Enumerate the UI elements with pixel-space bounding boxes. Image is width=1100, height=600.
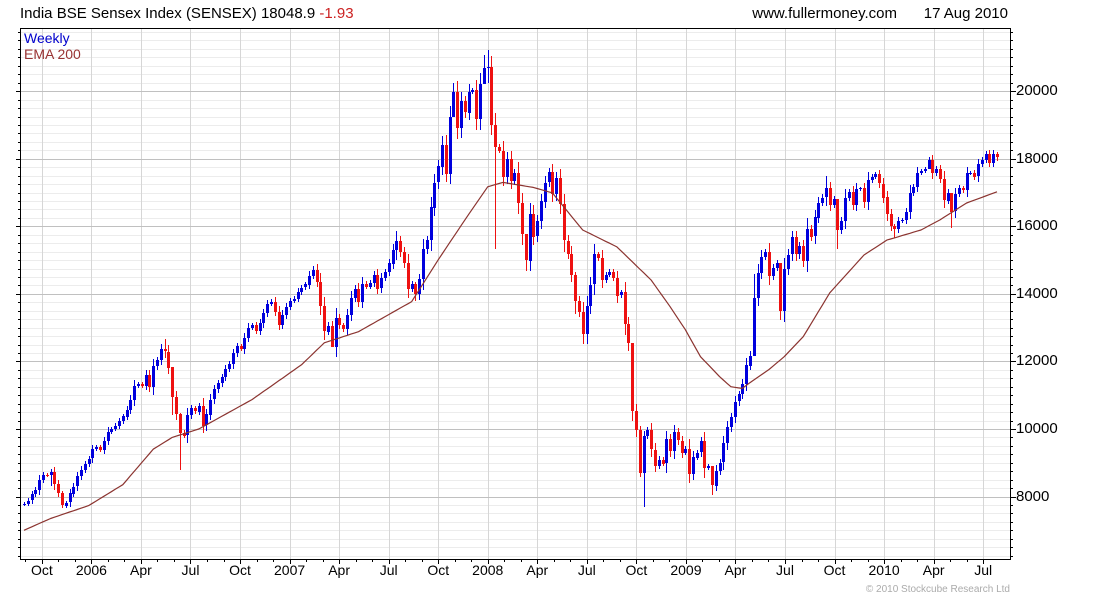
y-axis-label: 18000	[1016, 149, 1058, 167]
x-axis-label: Apr	[922, 562, 945, 578]
y-axis-label: 12000	[1016, 352, 1058, 370]
chart-title: India BSE Sensex Index (SENSEX) 18048.9 …	[20, 5, 354, 22]
site-url: www.fullermoney.com	[752, 5, 897, 22]
chart-date: 17 Aug 2010	[923, 5, 1008, 22]
x-axis-label: 2008	[472, 562, 504, 578]
chart-title-text: India BSE Sensex Index (SENSEX) 18048.9	[20, 5, 320, 22]
copyright-notice: © 2010 Stockcube Research Ltd	[865, 584, 1010, 595]
x-axis-label: Jul	[577, 562, 596, 578]
y-axis-label: 14000	[1016, 284, 1058, 302]
ema-line	[23, 181, 998, 531]
x-axis-label: Apr	[328, 562, 350, 578]
y-axis-label: 10000	[1016, 419, 1058, 437]
grid-vertical	[42, 28, 984, 559]
x-axis-label: 2006	[75, 562, 107, 578]
x-axis-label: Jul	[379, 562, 398, 578]
x-axis-label: Jul	[974, 562, 993, 578]
y-axis-label: 20000	[1016, 82, 1058, 100]
x-axis-label: Oct	[229, 562, 251, 578]
x-axis-label: Jul	[181, 562, 200, 578]
x-axis-label: Oct	[823, 562, 846, 578]
x-axis-label: Oct	[30, 562, 53, 578]
x-axis-label: Apr	[526, 562, 549, 578]
candlestick-series	[23, 50, 999, 508]
axis-ticks	[16, 32, 1016, 564]
y-axis-label: 16000	[1016, 217, 1058, 235]
x-axis-label: 2010	[868, 562, 900, 578]
chart-change-value: -1.93	[319, 5, 354, 22]
grid-major	[20, 91, 1010, 498]
legend-timeframe: Weekly	[24, 30, 70, 46]
x-axis-label: Oct	[427, 562, 450, 578]
legend-ema-200: EMA 200	[24, 46, 81, 62]
x-axis-label: 2009	[670, 562, 702, 578]
x-axis-label: Oct	[625, 562, 648, 578]
y-axis-label: 8000	[1016, 487, 1050, 505]
x-axis-label: Apr	[724, 562, 747, 578]
x-axis-label: 2007	[274, 562, 306, 578]
x-axis-label: Apr	[130, 562, 152, 578]
x-axis-label: Jul	[776, 562, 794, 578]
